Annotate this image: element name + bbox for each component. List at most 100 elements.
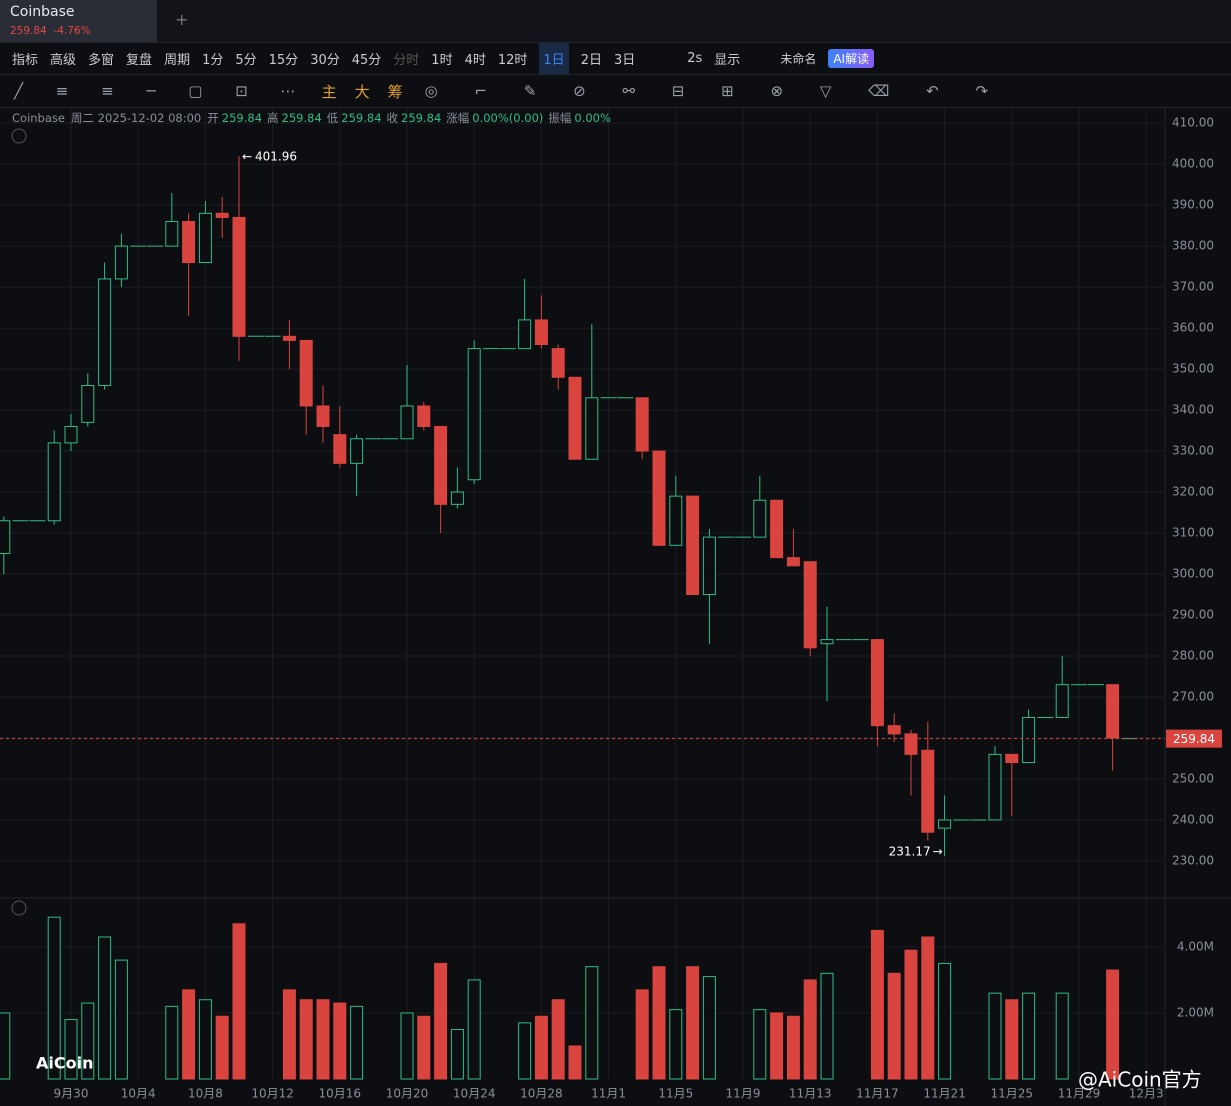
toolbar-button[interactable]: AI解读 xyxy=(828,49,875,68)
y-tick-label: 320.00 xyxy=(1172,485,1214,499)
ohlc-info: Coinbase 周二 2025-12-02 08:00 开 259.84 高 259.8… xyxy=(12,110,616,126)
x-tick-label: 11月17 xyxy=(856,1087,899,1101)
volume-tick-label: 2.00M xyxy=(1177,1005,1214,1019)
x-tick-label: 11月21 xyxy=(923,1087,966,1101)
x-tick-label: 10月20 xyxy=(386,1087,429,1101)
candle-body xyxy=(299,339,313,407)
tab-price: 259.84 -4.76% xyxy=(10,25,91,37)
candle-body xyxy=(114,245,128,280)
indicator-button[interactable]: 大 xyxy=(354,82,370,101)
candle-body xyxy=(938,819,952,829)
candle-body xyxy=(165,221,179,247)
y-tick-label: 380.00 xyxy=(1172,239,1214,253)
candle-body xyxy=(786,557,800,567)
candle-body xyxy=(534,319,548,345)
volume-bar xyxy=(652,966,666,1080)
toolbar-button[interactable]: 2日 xyxy=(580,53,602,68)
toolbar-button[interactable]: 未命名 xyxy=(780,52,817,66)
volume-bar xyxy=(534,1015,548,1080)
candle-body xyxy=(1055,684,1069,718)
toolbar-button[interactable]: 1分 xyxy=(202,53,224,68)
candle-body xyxy=(770,499,784,559)
toolbar: 指标 高级 多窗 复盘 周期 1分 5分 15分 30分 45分 分时 1时 4时 12时 1日 2日 3日 2s… xyxy=(0,43,1231,75)
toolbar-button[interactable]: 12时 xyxy=(497,53,528,68)
toolbar-button[interactable]: 分时 xyxy=(393,53,420,68)
info-value: 0.00%(0.00) xyxy=(472,111,544,125)
toolbar-button[interactable]: 3日 xyxy=(613,53,636,68)
candle-body xyxy=(215,212,229,218)
candle-body xyxy=(81,384,95,423)
volume-bar xyxy=(1022,992,1036,1080)
volume-bar xyxy=(904,949,918,1080)
info-symbol: Coinbase xyxy=(12,111,65,125)
y-tick-label: 310.00 xyxy=(1172,526,1214,540)
volume-bar xyxy=(215,1015,229,1080)
candle-body xyxy=(921,749,935,833)
toolbar-button[interactable]: 1日 xyxy=(539,43,569,74)
x-tick-label: 12月3 xyxy=(1129,1087,1164,1101)
volume-bar xyxy=(114,959,128,1080)
toolbar-button[interactable]: 5分 xyxy=(235,53,257,68)
candle-body xyxy=(585,397,599,460)
candle-body xyxy=(350,438,364,464)
watermark-credit: @AiCoin官方 xyxy=(1078,1068,1202,1092)
y-tick-label: 300.00 xyxy=(1172,567,1214,581)
volume-bar xyxy=(921,936,935,1080)
tab[interactable]: Coinbase 259.84 -4.76% xyxy=(0,0,157,42)
tool-icons[interactable]: ╱ ≡ ≡ ─ ▢ ⊡ ⋯ xyxy=(14,82,310,100)
volume-bar xyxy=(400,1012,414,1080)
info-value: 259.84 xyxy=(281,111,322,125)
candle-body xyxy=(635,397,649,452)
y-tick-label: 410.00 xyxy=(1172,116,1214,130)
x-tick-label: 11月25 xyxy=(991,1087,1034,1101)
y-tick-label: 350.00 xyxy=(1172,362,1214,376)
candle-body xyxy=(467,348,481,481)
volume-bar xyxy=(770,1012,784,1080)
candle-body xyxy=(518,319,532,350)
x-tick-label: 10月28 xyxy=(520,1087,563,1101)
candle-body xyxy=(198,212,212,264)
x-tick-label: 11月1 xyxy=(591,1087,626,1101)
watermark-logo: AiCoin xyxy=(36,1054,93,1073)
price: 259.84 xyxy=(10,25,47,37)
info-date: 周二 2025-12-02 08:00 xyxy=(70,111,202,125)
candle-body xyxy=(47,442,61,522)
volume-bar xyxy=(434,962,448,1080)
volume-bar xyxy=(1106,969,1120,1080)
toolbar-button[interactable]: 显示 xyxy=(714,53,741,68)
volume-bar xyxy=(803,979,817,1080)
tool-icons[interactable]: ◎ ⌐ ✎ ⊘ ⚯ ⊟ ⊞ ⊗ ▽ ⌫ ↶ ↷ xyxy=(424,82,1005,100)
candle-body xyxy=(988,753,1002,821)
candle-body xyxy=(182,221,196,264)
change: -4.76% xyxy=(53,25,91,37)
add-tab[interactable]: + xyxy=(175,10,189,29)
candle-body xyxy=(232,216,246,337)
volume-bar xyxy=(870,929,884,1080)
y-tick-label: 290.00 xyxy=(1172,608,1214,622)
y-tick-label: 240.00 xyxy=(1172,812,1214,826)
toolbar-button[interactable]: 15分 xyxy=(268,53,299,68)
toolbar-button[interactable]: 高级 xyxy=(50,53,77,68)
toolbar-button[interactable]: 多窗 xyxy=(88,53,115,68)
y-tick-label: 390.00 xyxy=(1172,198,1214,212)
last-price: 259.84 xyxy=(1173,732,1215,746)
toolbar-button[interactable]: 周期 xyxy=(164,53,191,68)
toolbar-button[interactable]: 复盘 xyxy=(126,53,153,68)
candle-body xyxy=(434,425,448,505)
toolbar-button[interactable]: 4时 xyxy=(464,53,486,68)
indicator-button[interactable]: 主 xyxy=(321,82,337,101)
candle-body xyxy=(568,376,582,460)
volume-bar xyxy=(635,989,649,1080)
indicator-button[interactable]: 筹 xyxy=(387,82,403,101)
candle-body xyxy=(669,495,683,546)
toolbar-button[interactable]: 指标 xyxy=(12,53,39,68)
toolbar-button[interactable]: 2s xyxy=(687,51,703,66)
toolbar-button[interactable]: 45分 xyxy=(351,53,382,68)
volume-bar xyxy=(64,1019,78,1080)
toolbar-button[interactable]: 1时 xyxy=(431,53,453,68)
candle-body xyxy=(551,348,565,378)
volume-tick-label: 4.00M xyxy=(1177,939,1214,953)
toolbar-button[interactable]: 30分 xyxy=(310,53,340,68)
volume-bar xyxy=(1005,999,1019,1080)
x-tick-label: 11月9 xyxy=(726,1087,761,1101)
